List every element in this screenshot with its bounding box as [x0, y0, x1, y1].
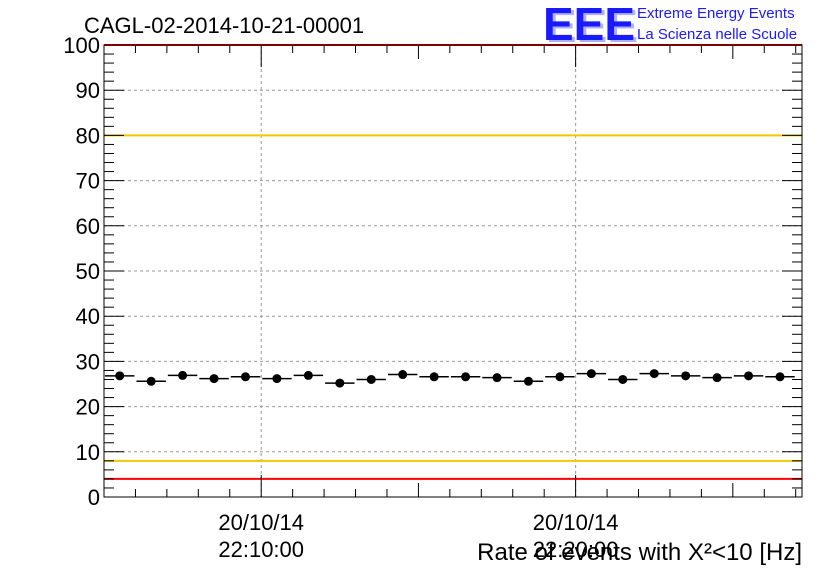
- logo-mark: EEE: [546, 0, 638, 52]
- data-point: [649, 369, 659, 379]
- logo-line1: Extreme Energy Events: [637, 5, 795, 22]
- y-tick-label: 10: [76, 440, 100, 465]
- data-point: [146, 376, 156, 386]
- chart-title: CAGL-02-2014-10-21-00001: [84, 13, 364, 38]
- data-point: [240, 372, 250, 382]
- data-point: [461, 372, 471, 382]
- y-tick-label: 0: [88, 485, 100, 510]
- data-point: [335, 378, 345, 388]
- y-tick-label: 40: [76, 304, 100, 329]
- data-point: [398, 370, 408, 380]
- data-point: [618, 374, 628, 384]
- data-point: [366, 374, 376, 384]
- x-tick-label-date: 20/10/14: [218, 510, 304, 535]
- data-point: [744, 371, 754, 381]
- data-point: [775, 372, 785, 382]
- data-point: [586, 369, 596, 379]
- data-point: [115, 371, 125, 381]
- data-point: [209, 374, 219, 384]
- x-tick-label-time: 22:20:00: [533, 537, 619, 562]
- grid: [104, 45, 802, 497]
- axis-ticks: [103, 44, 802, 498]
- y-tick-label: 20: [76, 395, 100, 420]
- x-tick-label-date: 20/10/14: [533, 510, 619, 535]
- y-tick-label: 80: [76, 123, 100, 148]
- data-point: [492, 373, 502, 383]
- data-point: [429, 372, 439, 382]
- x-axis-label: Rate of events with X²<10 [Hz]: [477, 539, 802, 566]
- y-axis-tick-labels: 0 10 20 30 40 50 60 70 80 90 100: [63, 33, 100, 510]
- y-tick-label: 90: [76, 78, 100, 103]
- logo-mark-front: EEE: [543, 0, 635, 50]
- data-point: [523, 376, 533, 386]
- data-point: [712, 373, 722, 383]
- eee-logo: EEE EEE Extreme Energy Events La Scienza…: [543, 0, 797, 52]
- data-point: [555, 372, 565, 382]
- y-tick-label: 70: [76, 169, 100, 194]
- data-point: [303, 370, 313, 380]
- logo-line2: La Scienza nelle Scuole: [637, 26, 797, 43]
- y-tick-label: 100: [63, 33, 100, 58]
- reference-lines: [104, 44, 802, 480]
- data-point: [272, 374, 282, 384]
- y-tick-label: 50: [76, 259, 100, 284]
- data-point: [681, 371, 691, 381]
- y-tick-label: 60: [76, 214, 100, 239]
- data-points: [105, 369, 795, 388]
- data-point: [178, 370, 188, 380]
- x-tick-label-time: 22:10:00: [218, 537, 304, 562]
- y-tick-label: 30: [76, 349, 100, 374]
